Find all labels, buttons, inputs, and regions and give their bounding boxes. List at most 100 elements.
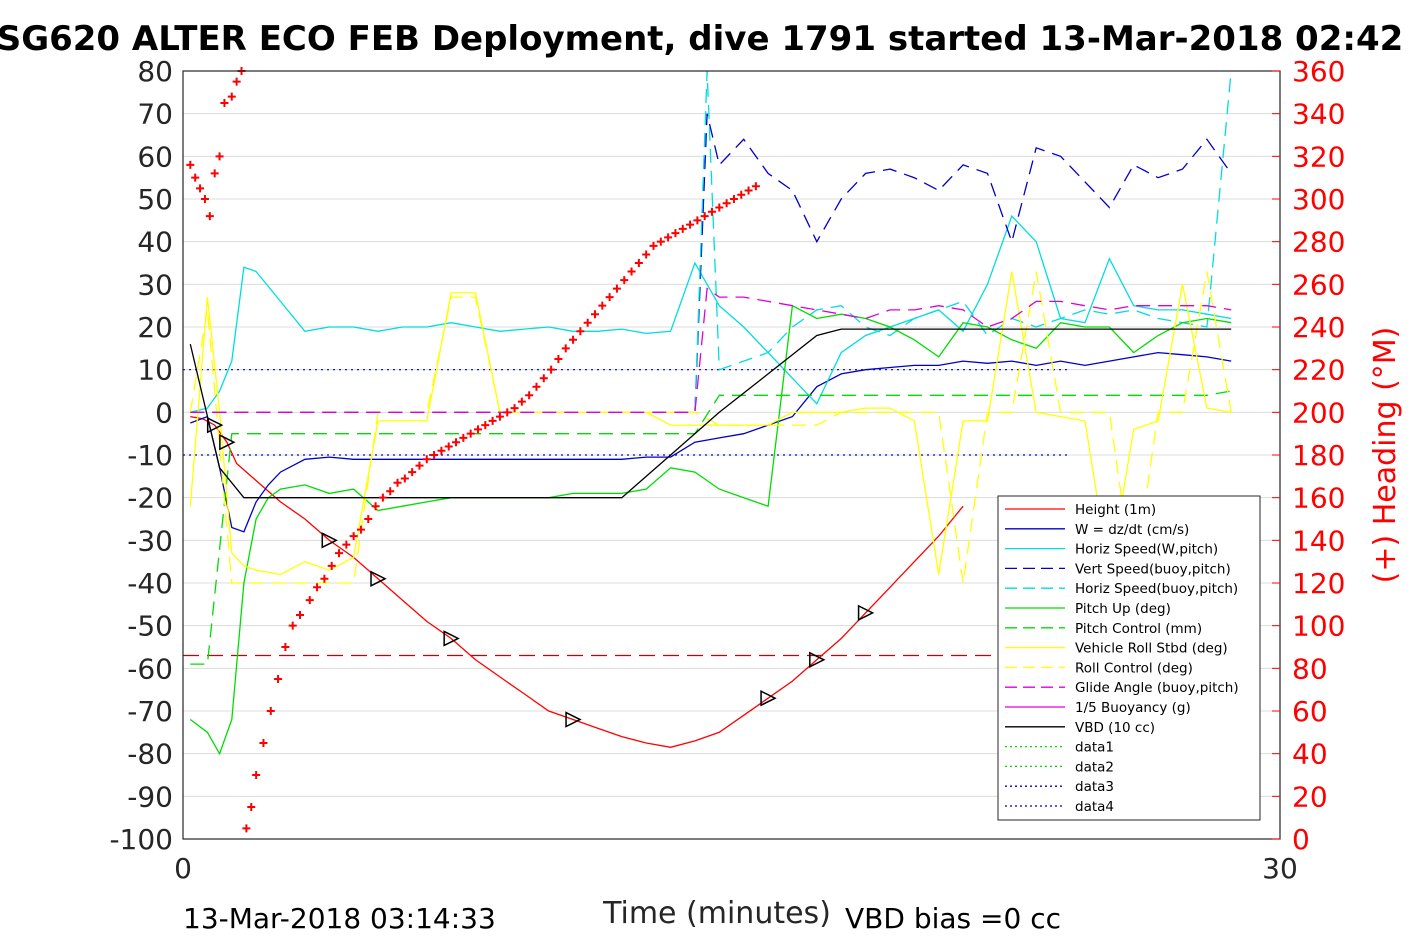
heading-point bbox=[525, 391, 534, 400]
heading-point bbox=[408, 468, 417, 477]
legend-label: data1 bbox=[1075, 740, 1114, 756]
y-tick-left: -10 bbox=[127, 439, 173, 472]
y-tick-left: 0 bbox=[155, 396, 173, 429]
height-marker bbox=[321, 532, 338, 549]
heading-point bbox=[569, 335, 578, 344]
legend-label: Vert Speed(buoy,pitch) bbox=[1075, 561, 1231, 577]
y-tick-left: -30 bbox=[127, 524, 173, 557]
heading-point bbox=[430, 451, 439, 459]
heading-point bbox=[722, 199, 731, 208]
legend-label: data4 bbox=[1075, 799, 1114, 815]
series-line-pitch_ctl bbox=[190, 390, 1232, 665]
y-tick-left: -80 bbox=[127, 738, 173, 771]
heading-point bbox=[495, 412, 504, 421]
legend-label: data2 bbox=[1075, 759, 1114, 775]
heading-point bbox=[744, 186, 753, 195]
y-tick-left: 50 bbox=[137, 183, 173, 216]
y-tick-right: 80 bbox=[1292, 652, 1328, 685]
heading-point bbox=[452, 438, 461, 447]
heading-point bbox=[327, 561, 336, 570]
heading-point bbox=[386, 487, 395, 496]
heading-point bbox=[649, 241, 658, 250]
legend-label: Horiz Speed(W,pitch) bbox=[1075, 542, 1218, 558]
y-tick-left: -90 bbox=[127, 780, 173, 813]
x-tick: 0 bbox=[174, 852, 192, 885]
y-tick-right: 140 bbox=[1292, 524, 1345, 557]
heading-point bbox=[656, 237, 665, 246]
y-axis-right-label: (+) Heading (°M) bbox=[1368, 327, 1403, 584]
heading-point bbox=[737, 190, 746, 199]
heading-point bbox=[335, 549, 344, 558]
y-tick-right: 20 bbox=[1292, 780, 1328, 813]
legend: Height (1m) W = dz/dt (cm/s) Horiz Speed(W… bbox=[997, 495, 1261, 821]
heading-point bbox=[473, 425, 482, 434]
y-tick-left: -60 bbox=[127, 652, 173, 685]
y-tick-right: 240 bbox=[1292, 311, 1345, 344]
y-tick-right: 0 bbox=[1292, 823, 1310, 856]
series-line-roll_ctl bbox=[189, 271, 1232, 584]
heading-point bbox=[634, 259, 643, 267]
heading-point bbox=[751, 182, 760, 191]
heading-point bbox=[510, 404, 519, 413]
y-tick-left: 10 bbox=[137, 354, 173, 387]
heading-point bbox=[422, 455, 431, 464]
chart-title: SG620 ALTER ECO FEB Deployment, dive 179… bbox=[0, 19, 1403, 59]
heading-point bbox=[274, 675, 283, 683]
height-marker bbox=[760, 689, 777, 707]
heading-point bbox=[196, 184, 205, 193]
heading-point bbox=[210, 169, 219, 178]
legend-label: Height (1m) bbox=[1075, 502, 1156, 518]
series-line-roll bbox=[189, 271, 1232, 576]
legend-label: W = dz/dt (cm/s) bbox=[1075, 522, 1189, 538]
series-line-pitch_up bbox=[189, 304, 1232, 756]
series-line-horiz_w bbox=[190, 214, 1232, 413]
heading-point bbox=[503, 408, 512, 417]
heading-point bbox=[220, 99, 229, 107]
heading-point bbox=[186, 160, 195, 169]
y-tick-left: 80 bbox=[137, 55, 173, 88]
y-tick-left: 60 bbox=[137, 140, 173, 173]
y-tick-left: 30 bbox=[137, 268, 173, 301]
legend-label: Roll Control (deg) bbox=[1075, 660, 1193, 676]
heading-point bbox=[605, 293, 614, 302]
y-tick-left: -70 bbox=[127, 695, 173, 728]
heading-point bbox=[598, 301, 607, 310]
heading-point bbox=[459, 433, 468, 442]
heading-point bbox=[215, 152, 224, 161]
heading-point bbox=[227, 92, 236, 101]
height-marker bbox=[857, 604, 875, 622]
y-tick-right: 60 bbox=[1292, 695, 1328, 728]
heading-point bbox=[693, 216, 702, 225]
heading-point bbox=[393, 478, 402, 487]
heading-point bbox=[561, 344, 570, 353]
heading-point bbox=[612, 284, 621, 293]
y-tick-left: -100 bbox=[109, 823, 173, 856]
height-marker bbox=[219, 433, 236, 451]
heading-point bbox=[247, 803, 256, 811]
heading-point bbox=[378, 493, 387, 502]
x-axis-label: Time (minutes) bbox=[602, 896, 831, 931]
y-tick-left: -40 bbox=[127, 567, 173, 600]
y-tick-right: 40 bbox=[1292, 738, 1328, 771]
legend-label: Glide Angle (buoy,pitch) bbox=[1075, 680, 1239, 696]
heading-point bbox=[715, 203, 724, 212]
heading-point bbox=[481, 421, 490, 430]
heading-point bbox=[620, 276, 629, 285]
legend-label: data3 bbox=[1075, 779, 1114, 795]
legend-label: Pitch Control (mm) bbox=[1075, 621, 1202, 637]
heading-point bbox=[547, 365, 556, 374]
y-tick-right: 180 bbox=[1292, 439, 1345, 472]
heading-point bbox=[444, 442, 453, 451]
footer-timestamp: 13-Mar-2018 03:14:33 bbox=[183, 902, 496, 935]
heading-point bbox=[627, 267, 636, 276]
heading-point bbox=[707, 207, 716, 216]
y-tick-right: 200 bbox=[1292, 396, 1345, 429]
y-tick-left: -20 bbox=[127, 482, 173, 515]
legend-label: Horiz Speed(buoy,pitch) bbox=[1075, 581, 1238, 597]
legend-label: Pitch Up (deg) bbox=[1075, 601, 1171, 617]
height-marker bbox=[809, 651, 826, 669]
series-line-glide bbox=[190, 287, 1232, 413]
heading-point bbox=[678, 224, 687, 233]
heading-point bbox=[313, 583, 322, 592]
heading-point bbox=[539, 374, 548, 383]
